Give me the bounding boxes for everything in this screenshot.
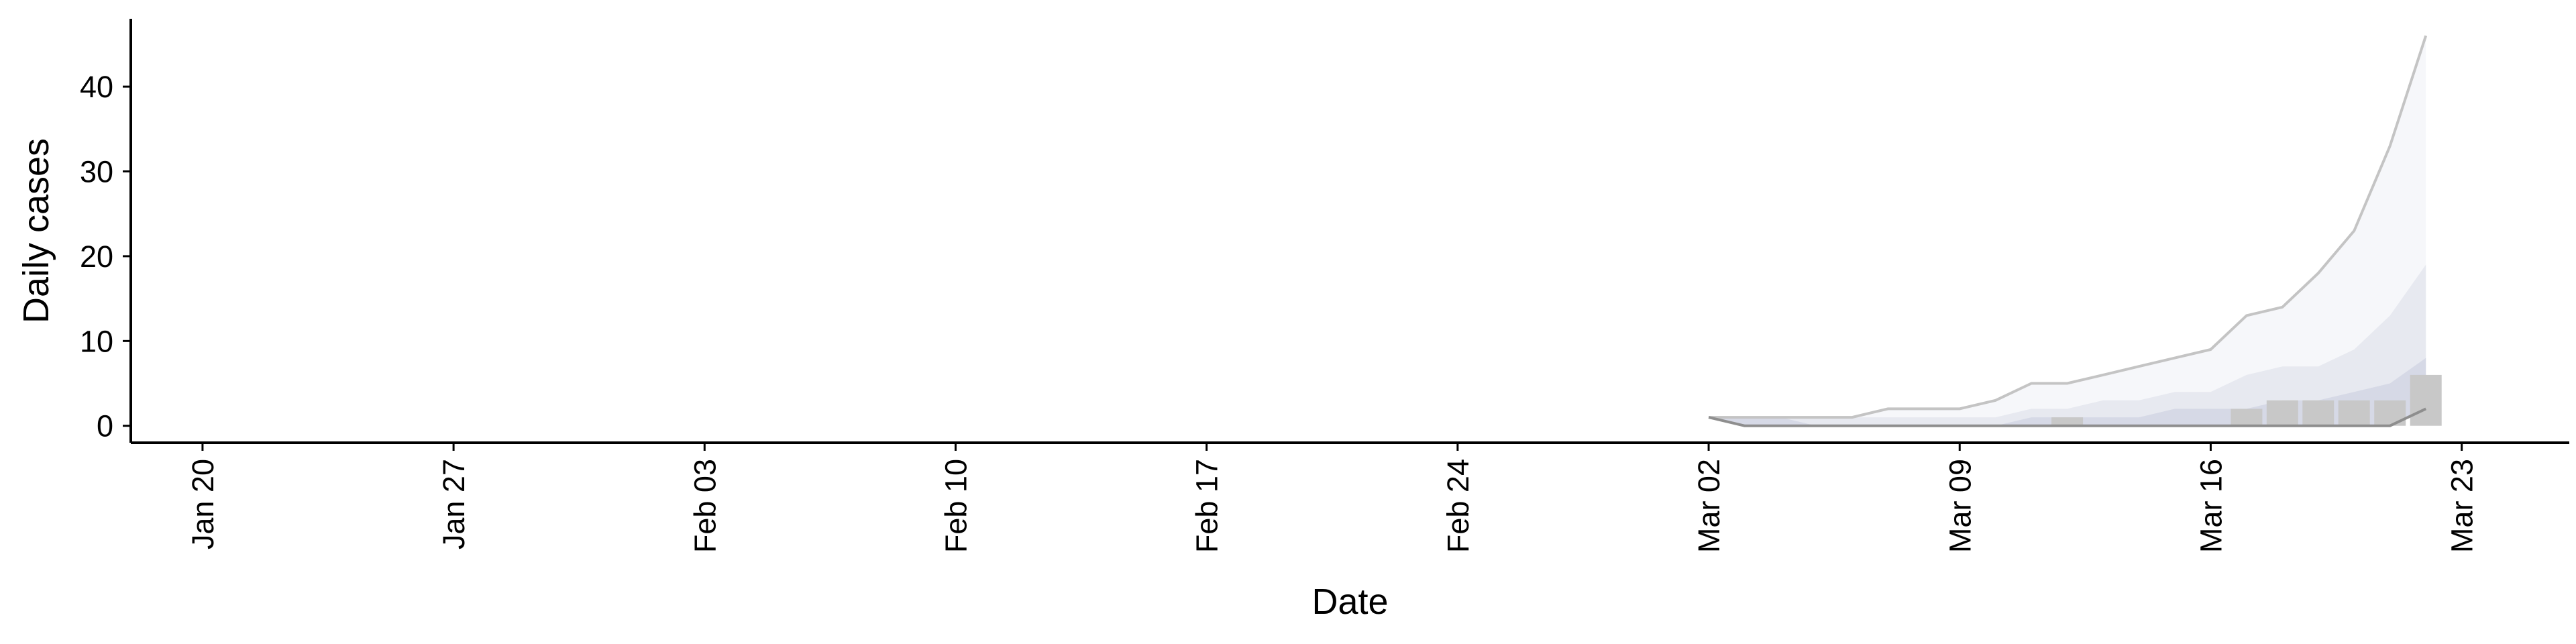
band-50 <box>1709 264 2426 426</box>
x-tick-label: Feb 10 <box>938 459 973 553</box>
lower-bound-line <box>1708 407 2427 427</box>
bar <box>2051 417 2084 426</box>
x-tick-label: Feb 24 <box>1441 459 1475 553</box>
x-tick-label: Mar 23 <box>2445 459 2479 553</box>
bar <box>2302 400 2334 426</box>
x-tick-label: Mar 16 <box>2194 459 2228 553</box>
axes: 0 10 20 30 40 Jan 20 Jan 27 Feb 03 Feb 10 Feb 17… <box>16 19 2569 622</box>
upper-bound-line <box>1709 35 2428 419</box>
x-axis-title: Date <box>1311 582 1388 622</box>
y-tick-label: 20 <box>80 239 113 274</box>
bar <box>2338 400 2370 426</box>
interval-lines <box>1708 35 2428 427</box>
bar <box>2231 409 2263 426</box>
y-axis-ticks: 0 10 20 30 40 <box>80 70 131 443</box>
bar <box>2266 400 2298 426</box>
x-tick-label: Jan 20 <box>186 459 220 549</box>
x-tick-label: Jan 27 <box>437 459 471 549</box>
y-tick-label: 10 <box>80 324 113 358</box>
y-tick-label: 40 <box>80 70 113 104</box>
x-tick-label: Mar 09 <box>1943 459 1977 553</box>
y-tick-label: 0 <box>97 409 113 443</box>
credible-interval-bands <box>1709 36 2426 426</box>
bar <box>2410 374 2442 426</box>
y-axis-title: Daily cases <box>16 138 56 323</box>
y-tick-label: 30 <box>80 155 113 189</box>
band-90 <box>1709 36 2426 426</box>
x-tick-label: Feb 17 <box>1190 459 1224 553</box>
x-tick-label: Feb 03 <box>688 459 722 553</box>
x-axis-ticks: Jan 20 Jan 27 Feb 03 Feb 10 Feb 17 Feb 24 Mar … <box>186 443 2479 553</box>
x-tick-label: Mar 02 <box>1692 459 1726 553</box>
